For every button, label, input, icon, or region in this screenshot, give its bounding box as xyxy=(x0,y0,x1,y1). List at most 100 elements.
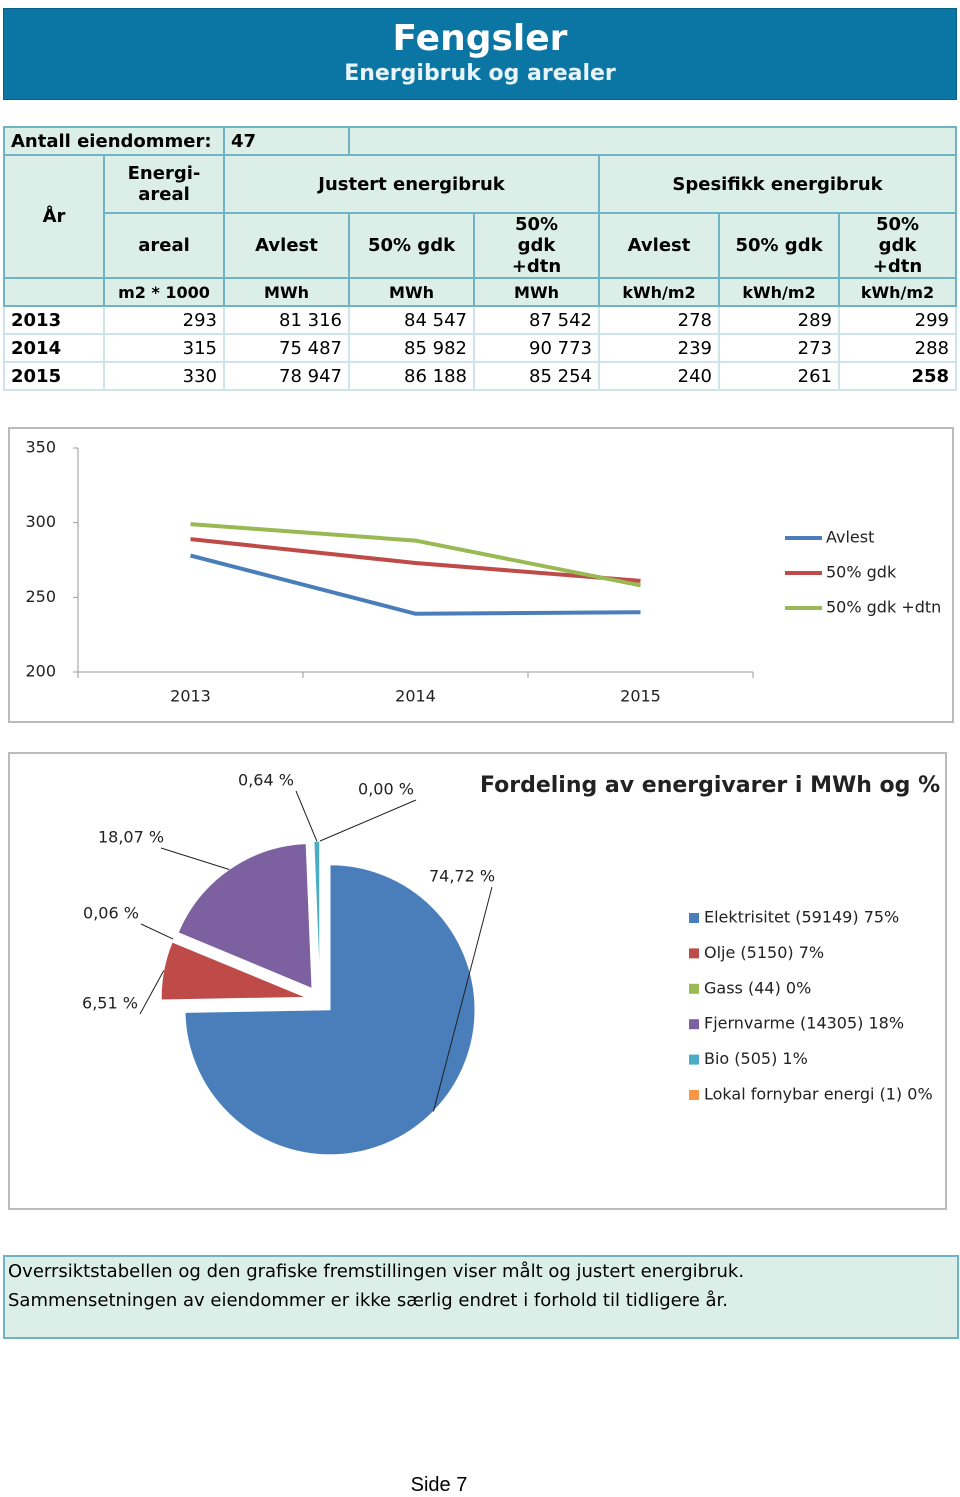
table-cell: 289 xyxy=(718,305,840,335)
header-cell: 50% gdk +dtn xyxy=(473,212,600,279)
header: Fengsler Energibruk og arealer xyxy=(3,8,957,100)
legend-swatch xyxy=(689,913,699,923)
note-line: Sammensetningen av eiendommer er ikke sæ… xyxy=(8,1290,728,1311)
unit-cell: kWh/m2 xyxy=(598,277,720,307)
table-cell: 2013 xyxy=(3,305,105,335)
legend-swatch xyxy=(689,1090,699,1100)
table-cell: 261 xyxy=(718,361,840,391)
value-label: 18,07 % xyxy=(98,828,164,847)
subtitle: Energibruk og arealer xyxy=(344,61,616,86)
table-cell: 299 xyxy=(837,305,958,335)
y-tick-label: 300 xyxy=(25,512,56,531)
table-cell: 2014 xyxy=(3,333,105,363)
legend-label: 50% gdk xyxy=(826,563,897,582)
table-cell: 86 188 xyxy=(348,361,475,391)
table-cell: 278 xyxy=(598,305,720,335)
leader-line xyxy=(319,799,417,842)
table-cell: 240 xyxy=(598,361,720,391)
header-text: 50% gdk +dtn xyxy=(872,214,923,277)
page-number: Side 7 xyxy=(410,1474,468,1496)
leader-line xyxy=(295,790,318,842)
table-cell: 84 547 xyxy=(348,305,475,335)
unit-cell: kWh/m2 xyxy=(837,277,958,307)
table-cell: 293 xyxy=(103,305,225,335)
header-cell: Energi-areal xyxy=(103,154,225,214)
header-text: 50% gdk xyxy=(367,235,456,256)
unit-cell: MWh xyxy=(348,277,475,307)
table-cell: 87 542 xyxy=(473,305,600,335)
legend-label: Olje (5150) 7% xyxy=(704,943,824,962)
pie-slice xyxy=(184,864,476,1156)
x-tick-label: 2014 xyxy=(395,687,436,706)
leader-line xyxy=(432,886,493,1112)
table-cell: 258 xyxy=(837,361,958,391)
table-cell: 2015 xyxy=(3,361,105,391)
table-cell: 78 947 xyxy=(223,361,350,391)
unit-cell: kWh/m2 xyxy=(718,277,840,307)
value-label: 74,72 % xyxy=(429,867,495,886)
count-label: Antall eiendommer: xyxy=(3,126,225,156)
legend-label: Avlest xyxy=(826,528,874,547)
table-row: 2013 293 81 316 84 547 87 542 278 289 299 xyxy=(3,305,958,335)
legend-label: 50% gdk +dtn xyxy=(826,598,941,617)
y-tick-label: 350 xyxy=(25,438,56,457)
header-cell: År xyxy=(3,154,105,279)
header-cell: areal xyxy=(103,212,225,279)
table-cell: 239 xyxy=(598,333,720,363)
pie-title: Fordeling av energivarer i MWh og % xyxy=(480,773,940,798)
value-label: 6,51 % xyxy=(82,994,138,1013)
unit-cell xyxy=(3,277,105,307)
table-row: 2015 330 78 947 86 188 85 254 240 261 258 xyxy=(3,361,958,391)
line-series xyxy=(190,537,641,583)
note: Overrsiktstabellen og den grafiske frems… xyxy=(3,1255,959,1339)
header-cell: Avlest xyxy=(223,212,350,279)
legend-swatch xyxy=(689,1019,699,1030)
x-tick-label: 2013 xyxy=(170,687,211,706)
header-text: areal xyxy=(138,235,190,256)
leader-line xyxy=(139,970,165,1015)
title: Fengsler xyxy=(392,18,568,59)
y-tick-label: 250 xyxy=(25,587,56,606)
leader-line xyxy=(160,847,230,870)
legend-label: Lokal fornybar energi (1) 0% xyxy=(704,1085,933,1104)
header-cell: 50% gdk xyxy=(348,212,475,279)
table-row: 2014 315 75 487 85 982 90 773 239 273 288 xyxy=(3,333,958,363)
value-label: 0,06 % xyxy=(83,904,139,923)
count: 47 xyxy=(223,126,350,156)
legend-label: Elektrisitet (59149) 75% xyxy=(704,908,899,927)
y-tick-label: 200 xyxy=(25,662,56,681)
legend-label: Fjernvarme (14305) 18% xyxy=(704,1014,904,1033)
line-series xyxy=(190,522,641,588)
header-text: 50% gdk xyxy=(735,235,823,256)
legend-label: Gass (44) 0% xyxy=(704,978,811,997)
line-series xyxy=(189,553,641,616)
unit-cell: MWh xyxy=(223,277,350,307)
table-cell: 273 xyxy=(718,333,840,363)
header-text: Energi-areal xyxy=(127,163,201,205)
header-cell: Spesifikk energibruk xyxy=(597,154,958,214)
table-cell: 75 487 xyxy=(223,333,350,363)
header-text: Avlest xyxy=(255,235,318,256)
table-cell: 330 xyxy=(103,361,225,391)
pie-slice xyxy=(177,843,313,990)
value-label: 0,00 % xyxy=(358,780,414,799)
leader-line xyxy=(140,923,174,940)
value-label: 0,64 % xyxy=(238,771,294,790)
header-cell: 50% gdk +dtn xyxy=(837,212,958,279)
table-cell: 90 773 xyxy=(473,333,600,363)
x-tick-label: 2015 xyxy=(620,687,661,706)
table-cell: 315 xyxy=(103,333,225,363)
note-line: Overrsiktstabellen og den grafiske frems… xyxy=(8,1261,745,1282)
header-cell: Justert energibruk xyxy=(223,154,600,214)
unit-cell: m2 * 1000 xyxy=(103,277,225,307)
legend-label: Bio (505) 1% xyxy=(704,1049,808,1068)
table-cell: 85 982 xyxy=(348,333,475,363)
data-table: Antall eiendommer: 47 År Energi-areal Ju… xyxy=(3,126,958,391)
table-cell: 81 316 xyxy=(223,305,350,335)
legend-swatch xyxy=(689,948,699,959)
legend-swatch xyxy=(689,983,699,994)
table-cell: 288 xyxy=(837,333,958,363)
header-cell: 50% gdk xyxy=(718,212,840,279)
